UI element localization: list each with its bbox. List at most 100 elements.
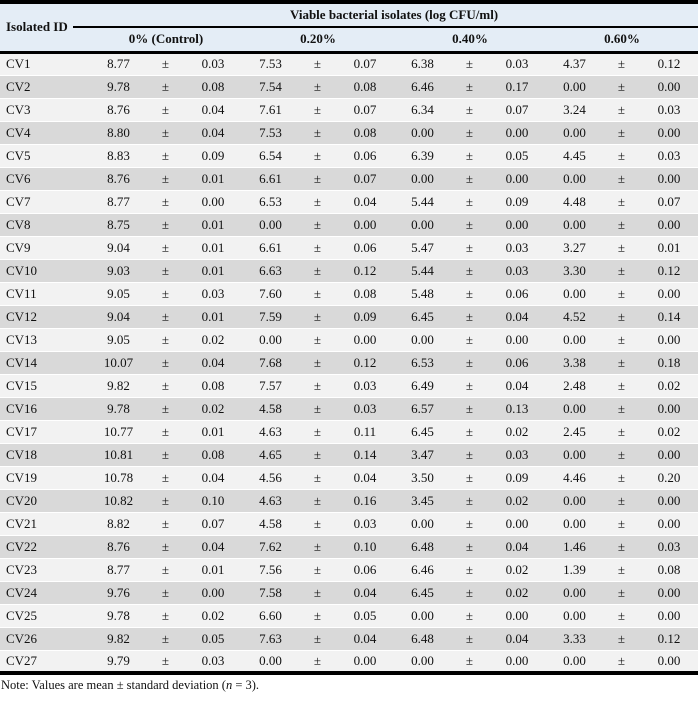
sd-value: 0.03 [184, 650, 242, 674]
sd-value: 0.02 [184, 328, 242, 352]
plus-minus-symbol: ± [451, 328, 488, 352]
mean-value: 9.04 [90, 305, 147, 329]
table-row: CV4 8.80 ±0.04 7.53 ±0.08 0.00 ±0.00 0.00 ±0.00 [0, 121, 698, 145]
sd-value: 0.03 [336, 397, 394, 421]
plus-minus-symbol: ± [603, 650, 640, 674]
plus-minus-symbol: ± [147, 259, 184, 283]
sd-value: 0.00 [640, 604, 698, 628]
table-footnote: Note: Values are mean ± standard deviati… [0, 675, 698, 693]
plus-minus-symbol: ± [299, 190, 336, 214]
sd-value: 0.00 [640, 213, 698, 237]
plus-minus-symbol: ± [451, 535, 488, 559]
plus-minus-symbol: ± [299, 328, 336, 352]
sd-value: 0.00 [640, 121, 698, 145]
mean-value: 8.76 [90, 535, 147, 559]
sd-value: 0.00 [184, 190, 242, 214]
plus-minus-symbol: ± [603, 374, 640, 398]
table-row: CV12 9.04 ±0.01 7.59 ±0.09 6.45 ±0.04 4.52 ±0.14 [0, 305, 698, 329]
mean-value: 6.38 [394, 52, 451, 76]
sd-value: 0.03 [488, 236, 546, 260]
mean-value: 3.50 [394, 466, 451, 490]
plus-minus-symbol: ± [299, 213, 336, 237]
sd-value: 0.01 [184, 259, 242, 283]
plus-minus-symbol: ± [147, 558, 184, 582]
plus-minus-symbol: ± [451, 650, 488, 674]
plus-minus-symbol: ± [451, 581, 488, 605]
sd-value: 0.11 [336, 420, 394, 444]
sd-value: 0.06 [336, 558, 394, 582]
mean-value: 6.53 [394, 351, 451, 375]
plus-minus-symbol: ± [299, 443, 336, 467]
table-row: CV21 8.82 ±0.07 4.58 ±0.03 0.00 ±0.00 0.00 ±0.00 [0, 512, 698, 536]
mean-value: 7.57 [242, 374, 299, 398]
plus-minus-symbol: ± [451, 144, 488, 168]
mean-value: 4.58 [242, 397, 299, 421]
plus-minus-symbol: ± [299, 121, 336, 145]
mean-value: 0.00 [546, 121, 603, 145]
plus-minus-symbol: ± [603, 167, 640, 191]
sd-value: 0.02 [640, 374, 698, 398]
mean-value: 0.00 [546, 512, 603, 536]
isolate-id: CV21 [0, 512, 90, 536]
sd-value: 0.00 [640, 489, 698, 513]
plus-minus-symbol: ± [147, 282, 184, 306]
mean-value: 7.58 [242, 581, 299, 605]
plus-minus-symbol: ± [603, 535, 640, 559]
plus-minus-symbol: ± [451, 213, 488, 237]
sd-value: 0.02 [488, 558, 546, 582]
sd-value: 0.00 [640, 75, 698, 99]
plus-minus-symbol: ± [299, 98, 336, 122]
table-row: CV11 9.05 ±0.03 7.60 ±0.08 5.48 ±0.06 0.00 ±0.00 [0, 282, 698, 306]
mean-value: 6.45 [394, 581, 451, 605]
mean-value: 0.00 [242, 650, 299, 674]
mean-value: 10.78 [90, 466, 147, 490]
mean-value: 7.54 [242, 75, 299, 99]
isolate-id: CV25 [0, 604, 90, 628]
mean-value: 5.44 [394, 259, 451, 283]
table-row: CV17 10.77 ±0.01 4.63 ±0.11 6.45 ±0.02 2.45 ±0.0… [0, 420, 698, 444]
table-row: CV9 9.04 ±0.01 6.61 ±0.06 5.47 ±0.03 3.27 ±0.01 [0, 236, 698, 260]
plus-minus-symbol: ± [451, 558, 488, 582]
plus-minus-symbol: ± [603, 282, 640, 306]
sd-value: 0.03 [488, 259, 546, 283]
mean-value: 6.60 [242, 604, 299, 628]
table-body: CV1 8.77 ±0.03 7.53 ±0.07 6.38 ±0.03 4.37 ±0.12 C… [0, 52, 698, 674]
sd-value: 0.04 [184, 351, 242, 375]
footnote-n-symbol: n [225, 678, 233, 692]
plus-minus-symbol: ± [147, 351, 184, 375]
table-row: CV19 10.78 ±0.04 4.56 ±0.04 3.50 ±0.09 4.46 ±0.2… [0, 466, 698, 490]
table-row: CV2 9.78 ±0.08 7.54 ±0.08 6.46 ±0.17 0.00 ±0.00 [0, 75, 698, 99]
plus-minus-symbol: ± [603, 351, 640, 375]
mean-value: 0.00 [546, 650, 603, 674]
plus-minus-symbol: ± [299, 52, 336, 76]
isolate-id: CV15 [0, 374, 90, 398]
sd-value: 0.12 [336, 351, 394, 375]
plus-minus-symbol: ± [451, 305, 488, 329]
plus-minus-symbol: ± [603, 512, 640, 536]
table-row: CV26 9.82 ±0.05 7.63 ±0.04 6.48 ±0.04 3.33 ±0.12 [0, 627, 698, 651]
table-row: CV16 9.78 ±0.02 4.58 ±0.03 6.57 ±0.13 0.00 ±0.00 [0, 397, 698, 421]
plus-minus-symbol: ± [451, 52, 488, 76]
mean-value: 6.63 [242, 259, 299, 283]
mean-value: 3.24 [546, 98, 603, 122]
mean-value: 6.39 [394, 144, 451, 168]
sd-value: 0.06 [336, 144, 394, 168]
mean-value: 4.58 [242, 512, 299, 536]
sd-value: 0.18 [640, 351, 698, 375]
sd-value: 0.03 [336, 374, 394, 398]
group-header-060: 0.60% [546, 27, 698, 54]
mean-value: 0.00 [546, 328, 603, 352]
sd-value: 0.00 [640, 282, 698, 306]
plus-minus-symbol: ± [603, 121, 640, 145]
sd-value: 0.00 [336, 328, 394, 352]
sd-value: 0.04 [336, 466, 394, 490]
plus-minus-symbol: ± [603, 466, 640, 490]
sd-value: 0.04 [488, 374, 546, 398]
plus-minus-symbol: ± [299, 75, 336, 99]
sd-value: 0.08 [336, 282, 394, 306]
sd-value: 0.01 [184, 236, 242, 260]
isolate-id: CV20 [0, 489, 90, 513]
plus-minus-symbol: ± [451, 627, 488, 651]
mean-value: 0.00 [394, 328, 451, 352]
sd-value: 0.00 [488, 328, 546, 352]
